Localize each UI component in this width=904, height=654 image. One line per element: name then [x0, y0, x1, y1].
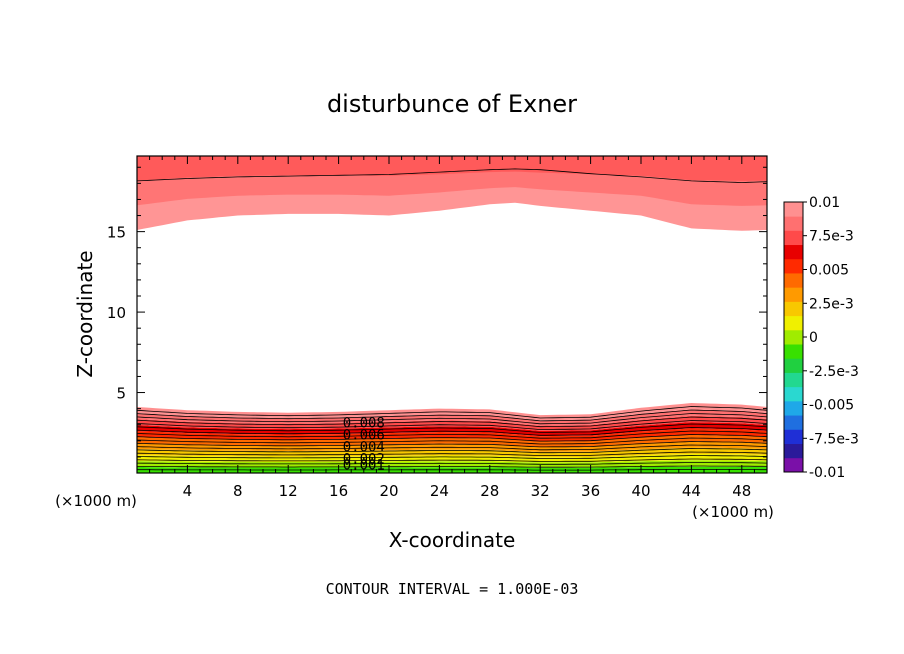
- y-tick-label: 10: [107, 304, 126, 322]
- colorbar-label: 2.5e-3: [809, 296, 854, 312]
- colorbar-swatch: [784, 386, 803, 402]
- x-tick-label: 48: [732, 482, 751, 500]
- x-tick-label: 44: [682, 482, 701, 500]
- colorbar-label: 0.005: [809, 263, 849, 279]
- contour-line: [136, 448, 768, 454]
- colorbar-label: 0: [809, 330, 818, 346]
- contour-interval-label: CONTOUR INTERVAL = 1.000E-03: [326, 580, 579, 598]
- contour-line: [136, 451, 768, 457]
- contour-line: [136, 434, 768, 442]
- bottom-fill-band: [137, 453, 767, 463]
- colorbar-swatch: [784, 287, 803, 302]
- x-unit-label: (×1000 m): [692, 503, 774, 521]
- colorbar-swatch: [784, 400, 803, 416]
- colorbar-label: 7.5e-3: [809, 229, 854, 245]
- colorbar-swatch: [784, 344, 803, 359]
- contour-line: [136, 462, 768, 465]
- colorbar-swatch: [784, 429, 803, 444]
- chart-title: disturbunce of Exner: [327, 90, 577, 118]
- contour-label: 0.008: [343, 416, 385, 432]
- contour-line: [136, 423, 768, 433]
- colorbar-label: 0.01: [809, 195, 840, 211]
- colorbar-swatch: [784, 415, 803, 430]
- contour-line: [136, 420, 768, 431]
- colorbar: [783, 201, 804, 473]
- x-tick-label: 8: [233, 482, 243, 500]
- x-tick-label: 16: [329, 482, 348, 500]
- colorbar-swatch: [784, 301, 803, 317]
- axis-ticks: [137, 156, 767, 473]
- colorbar-swatch: [784, 315, 803, 331]
- colorbar-swatch: [784, 329, 803, 345]
- contour-line: [137, 465, 768, 468]
- colorbar-label: -2.5e-3: [809, 364, 859, 380]
- contour-label: 0.004: [343, 440, 385, 456]
- colorbar-swatch: [784, 457, 803, 473]
- contour-line: [136, 430, 768, 439]
- x-axis-label: X-coordinate: [389, 528, 516, 552]
- colorbar-swatch: [784, 230, 803, 246]
- contour-line: [136, 441, 768, 448]
- colorbar-label: -7.5e-3: [809, 431, 859, 447]
- contour-label: 0.006: [343, 428, 385, 444]
- colorbar-label: -0.01: [809, 465, 845, 481]
- x-tick-label: 36: [581, 482, 600, 500]
- contour-line: [136, 455, 768, 459]
- contour-line: [136, 409, 768, 422]
- colorbar-swatch: [784, 372, 803, 388]
- y-unit-label: (×1000 m): [55, 492, 137, 510]
- contour-lines: [136, 168, 768, 471]
- x-tick-label: 32: [531, 482, 550, 500]
- colorbar-swatch: [784, 244, 803, 260]
- x-tick-labels: 4 8 12 16 20 24 28 32 36 40 44 48: [183, 482, 752, 500]
- x-tick-label: 4: [183, 482, 193, 500]
- contour-line: [136, 444, 768, 451]
- colorbar-swatch: [784, 216, 803, 231]
- colorbar-swatch: [784, 358, 803, 373]
- contour-label: 0.002: [343, 452, 385, 468]
- contour-label: 0.001: [343, 458, 385, 474]
- x-tick-label: 40: [631, 482, 650, 500]
- y-tick-label: 5: [116, 385, 126, 403]
- colorbar-swatch: [784, 273, 803, 288]
- contour-line: [136, 406, 768, 419]
- bottom-fill-band: [137, 441, 767, 452]
- bottom-fill-band: [137, 460, 767, 468]
- y-axis-label: Z-coordinate: [73, 250, 97, 377]
- y-tick-label: 15: [107, 224, 126, 242]
- top-contour-line: [136, 168, 768, 184]
- contour-line: [136, 416, 768, 428]
- colorbar-labels: 0.01 7.5e-3 0.005 2.5e-3 0 -2.5e-3 -0.005 -7.5e…: [803, 195, 859, 481]
- contour-line: [136, 458, 768, 462]
- x-tick-label: 24: [430, 482, 449, 500]
- y-tick-labels: 5 10 15: [107, 224, 126, 403]
- colorbar-swatch: [784, 202, 803, 217]
- contour-line: [136, 427, 768, 436]
- colorbar-label: -0.005: [809, 398, 854, 414]
- colorbar-swatch: [784, 258, 803, 274]
- x-tick-label: 20: [379, 482, 398, 500]
- x-tick-label: 12: [279, 482, 298, 500]
- contour-line: [136, 413, 768, 425]
- x-tick-label: 28: [480, 482, 499, 500]
- colorbar-swatch: [784, 443, 803, 459]
- bottom-fill-band: [137, 428, 767, 442]
- contour-line: [136, 437, 768, 445]
- bottom-fill-band: [137, 422, 767, 437]
